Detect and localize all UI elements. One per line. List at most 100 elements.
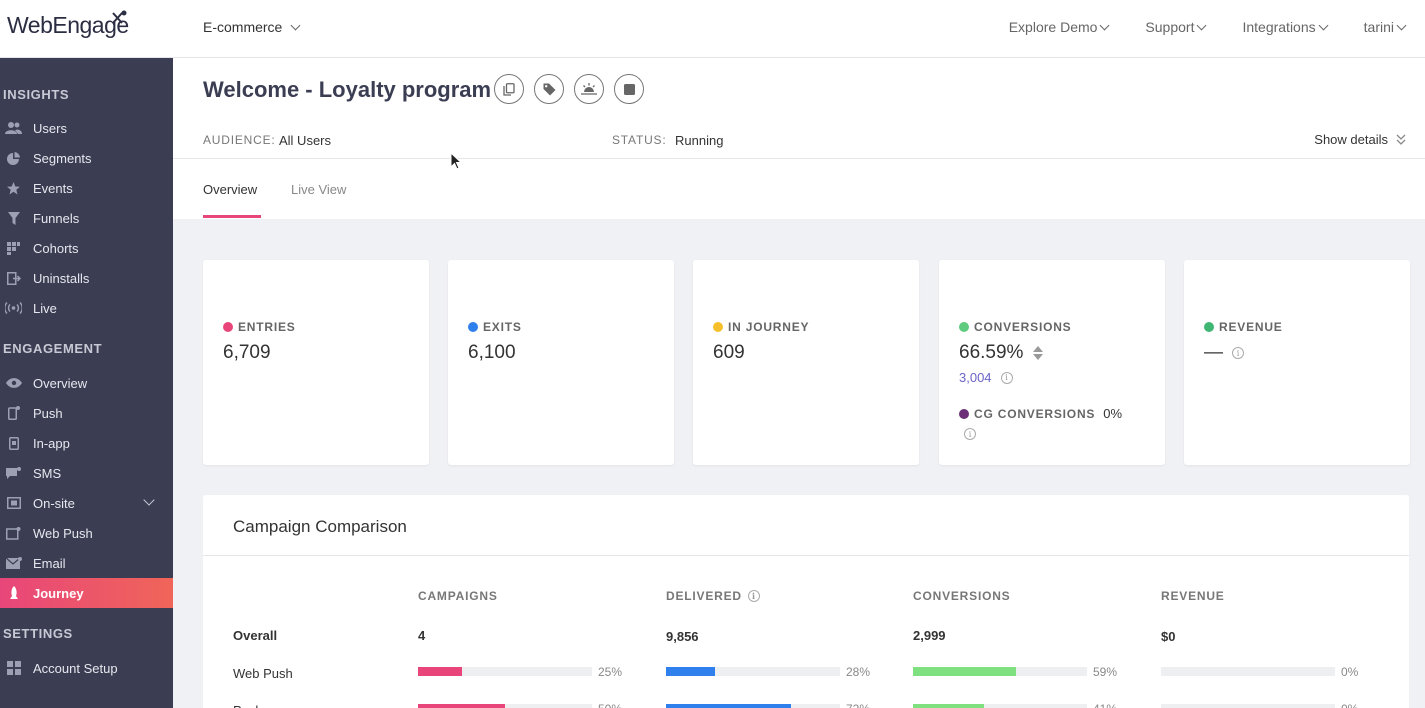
schedule-button[interactable] (574, 74, 604, 104)
sidebar-item-label: SMS (33, 465, 62, 481)
funnels-icon (5, 211, 22, 225)
duplicate-button[interactable] (494, 74, 524, 104)
column-header-label: CAMPAIGNS (418, 589, 498, 603)
show-details-label: Show details (1314, 132, 1388, 147)
bar-percent: 50% (598, 702, 622, 708)
bar-fill (913, 667, 1016, 676)
row-label-push: Push (233, 703, 263, 708)
info-icon[interactable]: i (747, 590, 760, 602)
column-header-revenue: REVENUE (1161, 589, 1225, 603)
stop-button[interactable] (614, 74, 644, 104)
sidebar-item-label: Overview (33, 375, 88, 391)
overall-row-label: Overall (233, 628, 278, 643)
sidebar-item-label: Funnels (33, 210, 80, 226)
overall-campaigns: 4 (418, 628, 426, 643)
status-label: STATUS: (612, 133, 667, 147)
show-details-toggle[interactable]: Show details (1314, 132, 1407, 147)
page-title: Welcome - Loyalty program (203, 77, 492, 102)
nav-user-menu[interactable]: tarini (1364, 19, 1407, 35)
row-label-web-push: Web Push (233, 666, 293, 681)
bar-percent: 0% (1341, 702, 1358, 708)
bar-fill (418, 667, 462, 676)
sidebar-item-users[interactable]: Users (0, 113, 173, 143)
bar-track (418, 667, 592, 676)
sidebar-item-label: Email (33, 555, 66, 571)
panel-title: Campaign Comparison (233, 517, 407, 536)
sidebar-item-journey[interactable]: Journey (0, 578, 173, 608)
sidebar-item-push[interactable]: Push (0, 398, 173, 428)
mouse-cursor-icon (450, 152, 462, 170)
sidebar-item-on-site[interactable]: On-site (0, 488, 173, 518)
sidebar-item-web-push[interactable]: Web Push (0, 518, 173, 548)
in-journey-label-text: IN JOURNEY (728, 320, 810, 334)
sidebar-item-label: In-app (33, 435, 70, 451)
bar-percent: 41% (1093, 702, 1117, 708)
column-header-label: REVENUE (1161, 589, 1225, 603)
bar-fill (666, 704, 792, 708)
chevron-down-icon (1396, 20, 1407, 30)
push-icon (5, 406, 22, 420)
bar-percent: 28% (846, 665, 871, 679)
info-icon[interactable]: i (964, 428, 976, 440)
section-settings: SETTINGS (3, 626, 73, 641)
sidebar-item-uninstalls[interactable]: Uninstalls (0, 263, 173, 293)
sidebar-item-events[interactable]: Events (0, 173, 173, 203)
tag-button[interactable] (534, 74, 564, 104)
chevron-down-icon (1099, 20, 1110, 30)
sidebar-item-live[interactable]: Live (0, 293, 173, 323)
in-journey-value: 609 (713, 342, 745, 363)
top-nav: Explore Demo Support Integrations tarini (1009, 19, 1425, 35)
sidebar-item-funnels[interactable]: Funnels (0, 203, 173, 233)
nav-support[interactable]: Support (1145, 19, 1207, 35)
conversions-card: CONVERSIONS 66.59% 3,004 i CG CONVERSION… (939, 260, 1165, 465)
sidebar-item-label: Live (33, 300, 57, 316)
info-icon[interactable]: i (1232, 347, 1244, 359)
entries-label: ENTRIES (223, 320, 296, 334)
sidebar-item-account-setup[interactable]: Account Setup (0, 653, 173, 683)
events-icon (5, 181, 22, 195)
exits-label-text: EXITS (483, 320, 522, 334)
sidebar-item-email[interactable]: Email (0, 548, 173, 578)
chevron-down-icon (1318, 20, 1329, 30)
tab-overview[interactable]: Overview (203, 182, 258, 197)
nav-integrations[interactable]: Integrations (1242, 19, 1329, 35)
audience-label: AUDIENCE: (203, 133, 276, 147)
eye-icon (5, 376, 22, 390)
revenue-dot (1204, 322, 1214, 332)
sidebar-item-label: Account Setup (33, 660, 118, 676)
chevron-down-icon[interactable] (143, 494, 155, 506)
bar-fill (418, 704, 505, 708)
revenue-value-text: — (1204, 342, 1223, 363)
column-header-delivered: DELIVERED i (666, 589, 760, 603)
bar-percent: 25% (598, 665, 623, 679)
conversions-label: CONVERSIONS (959, 320, 1071, 334)
conversions-count[interactable]: 3,004 i (959, 370, 1013, 385)
webengage-logo[interactable]: WebEngage (7, 12, 129, 38)
sidebar: INSIGHTS Users Segments Events Funnels C… (0, 58, 173, 708)
sidebar-item-overview[interactable]: Overview (0, 368, 173, 398)
chevron-down-icon (290, 20, 301, 30)
revenue-label: REVENUE (1204, 320, 1283, 334)
tab-live-view[interactable]: Live View (291, 182, 347, 197)
overall-delivered: 9,856 (666, 629, 699, 644)
overall-revenue: $0 (1161, 629, 1176, 644)
sidebar-item-cohorts[interactable]: Cohorts (0, 233, 173, 263)
sidebar-item-in-app[interactable]: In-app (0, 428, 173, 458)
sort-icon[interactable] (1033, 346, 1044, 360)
sidebar-item-label: Events (33, 180, 73, 196)
audience-value: All Users (279, 133, 332, 148)
bar-track (913, 704, 1087, 708)
bar-track (1161, 667, 1335, 676)
info-icon[interactable]: i (1000, 371, 1013, 384)
bar-track (418, 704, 592, 708)
sidebar-item-segments[interactable]: Segments (0, 143, 173, 173)
workspace-selector[interactable]: E-commerce (203, 19, 301, 35)
bar-track (913, 667, 1087, 676)
conversions-label-text: CONVERSIONS (974, 320, 1072, 334)
nav-explore-demo[interactable]: Explore Demo (1009, 19, 1110, 35)
status-value: Running (675, 133, 724, 148)
exits-value: 6,100 (468, 342, 516, 363)
bar-track (666, 704, 840, 708)
sidebar-item-sms[interactable]: SMS (0, 458, 173, 488)
copy-icon (503, 82, 515, 96)
